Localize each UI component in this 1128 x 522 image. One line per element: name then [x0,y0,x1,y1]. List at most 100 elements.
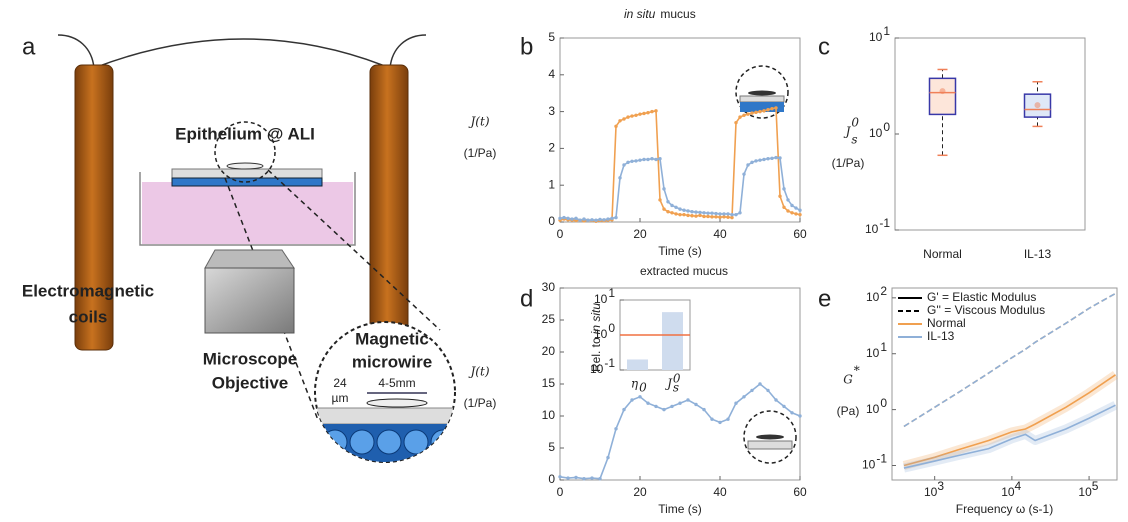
tick-label: 15 [542,376,556,390]
data-point [730,215,734,220]
rich-sup: 0 [851,115,859,129]
data-point [678,401,682,405]
inset-icon-wire [756,434,784,440]
coil-left [74,64,114,351]
data-point [678,207,682,211]
tick-label: 10 [862,458,876,472]
tick-exponent: 0 [608,321,615,335]
data-point [750,388,754,393]
data-point [718,420,722,425]
data-point [590,218,594,222]
rich-sup: 0 [673,372,681,386]
data-point [614,427,618,431]
section-title: mucus [660,7,695,21]
rich-main: G [843,373,853,387]
data-point [630,114,634,118]
data-point [722,212,726,216]
tick-label: 10 [590,362,604,376]
section-title: in situ [624,7,656,21]
tick-label: 0 [557,485,564,499]
data-point [758,158,762,162]
legend-label: G' = Elastic Modulus [927,290,1036,304]
panel-label: d [520,285,533,312]
plot-frame [559,37,801,223]
data-point [714,215,718,219]
diagram-label: Magnetic [355,329,429,348]
rich-sub: 0 [639,381,647,395]
tick-exponent: 0 [883,120,890,134]
legend-label: IL-13 [927,329,955,343]
tick-exponent: 1 [883,24,890,38]
data-point [570,217,574,221]
diagram-label: µm [332,391,349,405]
data-point [734,212,738,217]
data-point [650,157,654,161]
tick-label: 20 [633,485,647,499]
tick-exponent: 5 [1092,479,1099,493]
data-point [766,157,770,161]
setup-diagram [57,34,797,464]
data-point [734,401,738,405]
plot-frame [891,287,1118,481]
data-point [710,215,714,219]
data-point [598,477,602,481]
data-point [742,395,746,399]
data-point [614,215,618,220]
tick-label: 4 [548,67,555,81]
data-point [738,211,742,215]
rich-main: J [843,125,852,139]
data-point [658,157,662,161]
mean [939,88,946,95]
microwire [226,162,264,170]
diagram-label: Epithelium @ ALI [175,124,315,143]
panel-label: a [22,33,36,60]
tick-label: 20 [542,344,556,358]
data-point [782,205,786,209]
tick-label: 0 [548,472,555,486]
data-point [758,382,762,386]
data-point [778,194,782,198]
data-point [774,106,778,110]
y-axis-unit: (1/Pa) [464,146,497,160]
tick-label: 10 [542,408,556,422]
inset-icon-wire [748,90,776,96]
data-point [690,209,694,214]
tick-label: 40 [713,227,727,241]
series-line [559,106,801,223]
data-point [630,159,634,163]
objective-body [204,267,295,334]
tick-label: 1 [548,177,555,191]
data-point [590,476,594,480]
data-point [706,211,710,215]
data-point [634,159,638,163]
data-point [650,109,654,114]
data-point [582,217,586,221]
data-point [558,475,562,479]
data-point [610,216,614,221]
data-point [694,210,698,214]
series-line [903,404,1116,469]
data-point [734,120,738,125]
data-point [794,206,798,210]
tick-label: 60 [793,485,807,499]
tick-label: 30 [542,280,556,294]
data-point [778,156,782,160]
data-point [642,111,646,116]
medium [142,182,353,244]
data-point [654,157,658,162]
coil-right [369,64,409,351]
data-point [646,401,650,405]
diagram-label: Microscope [203,349,297,368]
data-point [662,407,666,412]
x-axis-label: Time (s) [658,502,702,516]
data-point [638,112,642,116]
data-point [726,215,730,219]
data-point [582,477,586,481]
data-point [578,218,582,222]
data-point [646,111,650,115]
data-point [618,176,622,180]
tick-label: 5 [548,30,555,44]
data-point [746,163,750,167]
data-point [662,187,666,191]
